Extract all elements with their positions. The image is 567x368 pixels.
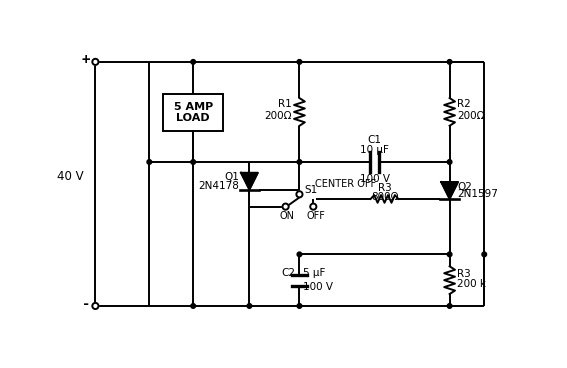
FancyBboxPatch shape [163, 94, 223, 131]
Circle shape [310, 204, 316, 210]
Circle shape [297, 191, 303, 197]
Text: 40 V: 40 V [57, 170, 84, 183]
Text: 2N1597: 2N1597 [458, 189, 498, 199]
Polygon shape [241, 173, 258, 190]
Circle shape [297, 304, 302, 308]
Circle shape [92, 303, 99, 309]
Circle shape [447, 60, 452, 64]
Text: +: + [82, 53, 90, 67]
Text: C1: C1 [367, 135, 382, 145]
Text: R1: R1 [278, 99, 292, 109]
Text: R3: R3 [458, 269, 471, 279]
Text: Q2: Q2 [458, 182, 472, 192]
Circle shape [282, 204, 289, 210]
Circle shape [92, 59, 99, 65]
Text: ON: ON [280, 211, 295, 221]
Circle shape [191, 160, 196, 164]
Text: 10 μF: 10 μF [360, 145, 389, 155]
Text: 5 AMP: 5 AMP [174, 102, 213, 112]
Text: CENTER OFF: CENTER OFF [315, 178, 376, 188]
Circle shape [191, 60, 196, 64]
Circle shape [482, 252, 486, 257]
Circle shape [297, 252, 302, 257]
Circle shape [297, 160, 302, 164]
Circle shape [247, 304, 252, 308]
Text: 200Ω: 200Ω [264, 111, 292, 121]
Text: -: - [82, 297, 90, 311]
Text: OFF: OFF [307, 211, 326, 221]
Text: 800Ω: 800Ω [371, 192, 398, 202]
Text: 200 k: 200 k [458, 279, 486, 289]
Polygon shape [441, 182, 458, 199]
Text: C2: C2 [282, 268, 295, 278]
Circle shape [147, 160, 151, 164]
Circle shape [447, 304, 452, 308]
Text: 100 V: 100 V [359, 174, 390, 184]
Circle shape [447, 252, 452, 257]
Circle shape [191, 304, 196, 308]
Text: R3: R3 [378, 183, 391, 193]
Text: 5 μF: 5 μF [303, 268, 325, 278]
Text: R2: R2 [458, 99, 471, 109]
Circle shape [447, 160, 452, 164]
Circle shape [297, 60, 302, 64]
Text: 100 V: 100 V [303, 282, 332, 292]
Text: S1: S1 [304, 185, 318, 195]
Text: LOAD: LOAD [176, 113, 210, 123]
Text: 200Ω: 200Ω [458, 111, 485, 121]
Text: Q1: Q1 [225, 171, 239, 181]
Text: 2N4178: 2N4178 [198, 181, 239, 191]
